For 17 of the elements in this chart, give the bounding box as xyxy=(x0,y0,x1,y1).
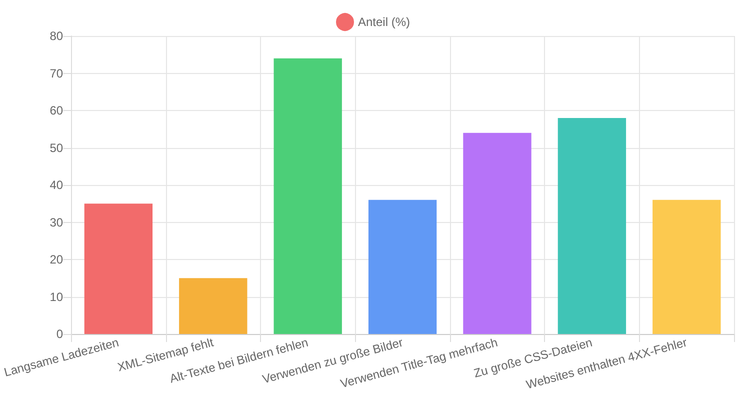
y-tick-label: 70 xyxy=(50,66,64,80)
y-tick-label: 40 xyxy=(50,178,64,192)
y-tick-label: 0 xyxy=(56,327,64,341)
y-tick-label: 80 xyxy=(50,29,64,43)
bar xyxy=(652,200,721,334)
bar xyxy=(274,58,342,334)
bar xyxy=(463,132,532,334)
y-tick-label: 20 xyxy=(50,252,64,266)
bar xyxy=(558,118,626,334)
y-tick-label: 60 xyxy=(50,104,64,118)
y-tick-label: 50 xyxy=(50,140,64,155)
y-tick-label: 30 xyxy=(50,215,64,230)
bar xyxy=(179,278,248,334)
legend-label: Anteil (%) xyxy=(358,15,410,29)
y-tick-label: 10 xyxy=(50,290,64,304)
bar xyxy=(368,200,437,334)
bar xyxy=(84,204,153,334)
